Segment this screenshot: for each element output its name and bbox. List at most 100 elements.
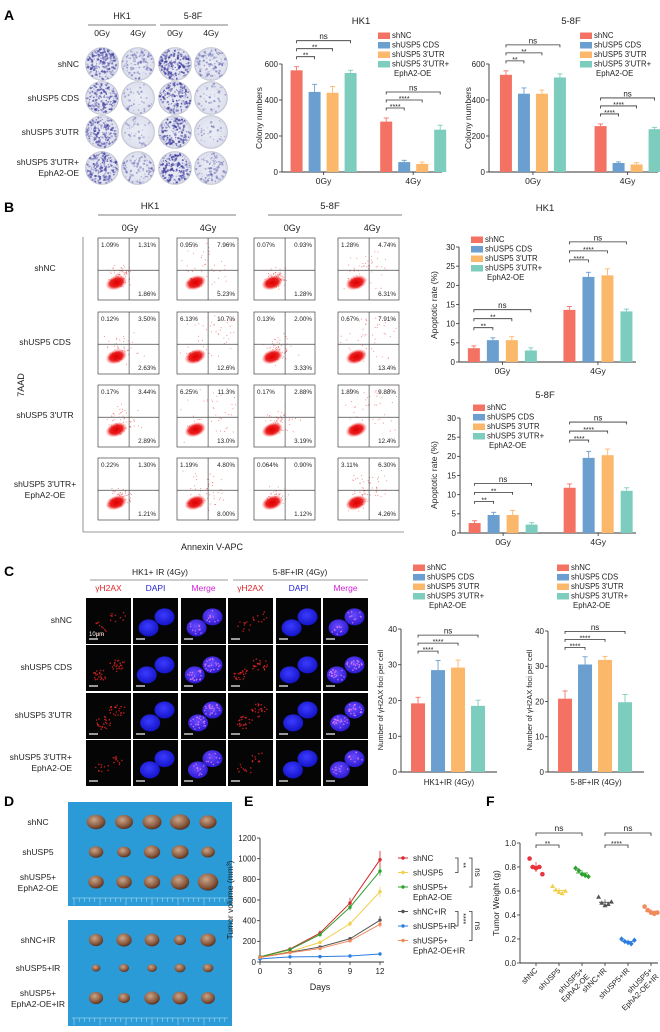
colony-dot (105, 87, 107, 89)
colony-dot (97, 140, 101, 144)
colony-dot (200, 164, 202, 167)
colony-dot (98, 71, 100, 73)
flow-event-dot (270, 268, 272, 270)
colony-dot (183, 96, 185, 98)
colony-dot (127, 99, 129, 101)
flow-event-dot (289, 418, 291, 420)
y-tick-label: 15 (446, 300, 455, 309)
colony-dot (186, 139, 188, 141)
flow-event-dot (212, 392, 214, 394)
colony-dot (179, 49, 181, 51)
colony-dot (177, 58, 179, 60)
colony-dot (94, 67, 96, 70)
colony-dot (171, 154, 173, 156)
column-label-dose: 0Gy (167, 28, 183, 38)
colony-dot (114, 64, 118, 67)
colony-dot (98, 48, 102, 51)
colony-dot (129, 173, 131, 175)
significance-label: ns (319, 32, 327, 41)
colony-dot (106, 68, 109, 70)
significance-label: ns (594, 233, 602, 242)
colony-dot (147, 55, 150, 58)
colony-dot (102, 152, 105, 155)
colony-dot (139, 52, 142, 54)
colony-dot (90, 59, 93, 61)
colony-dot (90, 71, 92, 73)
colony-dot (148, 161, 151, 164)
colony-dot (200, 134, 203, 137)
colony-dot (107, 100, 110, 103)
colony-dot (176, 117, 179, 119)
colony-dot (111, 69, 114, 72)
colony-dot (134, 77, 137, 80)
colony-dot (171, 78, 174, 81)
colony-dot (96, 105, 99, 108)
colony-dot (167, 161, 169, 163)
flow-event-dot (282, 429, 284, 431)
flow-event-dot (112, 490, 114, 492)
colony-dot (102, 88, 105, 92)
colony-dot (129, 90, 133, 94)
colony-dot (210, 94, 212, 96)
flow-event-dot (113, 419, 115, 421)
flow-event-dot (372, 334, 374, 336)
colony-dot (178, 73, 180, 76)
colony-dot (96, 58, 100, 61)
colony-dot (131, 67, 135, 70)
colony-dot (177, 175, 179, 177)
colony-dot (188, 68, 190, 70)
colony-dot (198, 72, 201, 75)
quadrant-percent-upper-right: 1.31% (138, 242, 156, 249)
colony-dot (162, 156, 165, 160)
colony-dot (133, 122, 136, 126)
colony-dot (160, 136, 162, 138)
colony-dot (87, 170, 89, 173)
flow-event-dot (130, 421, 132, 423)
colony-dot (123, 161, 125, 163)
colony-dot (88, 131, 90, 133)
colony-dot (135, 67, 137, 69)
colony-dot (98, 109, 100, 111)
colony-dot (172, 100, 175, 103)
colony-dot (105, 62, 107, 64)
colony-dot (101, 162, 103, 164)
colony-dot (113, 64, 114, 66)
colony-dot (127, 63, 129, 65)
colony-dot (103, 142, 106, 145)
legend-swatch (580, 32, 592, 39)
colony-dot (111, 126, 114, 130)
colony-dot (138, 157, 141, 160)
colony-dot (168, 84, 172, 88)
colony-dot (158, 60, 161, 63)
colony-dot (217, 105, 220, 108)
colony-dot (98, 97, 101, 100)
colony-dot (113, 100, 116, 104)
colony-dot (183, 57, 185, 59)
colony-dot (144, 157, 146, 159)
bar (582, 276, 595, 362)
colony-dot (171, 124, 174, 127)
colony-dot (93, 130, 96, 133)
colony-dot (207, 63, 210, 66)
colony-dot (102, 105, 105, 107)
colony-dot (97, 158, 100, 162)
colony-dot (174, 61, 177, 63)
colony-dot (107, 86, 110, 89)
flow-event-dot (205, 263, 207, 265)
significance-label: ns (591, 623, 599, 632)
colony-dot (162, 91, 165, 94)
colony-dot (90, 132, 92, 134)
colony-dot (88, 137, 91, 140)
colony-dot (168, 75, 171, 78)
colony-dot (164, 61, 166, 63)
flow-event-dot (123, 418, 125, 420)
colony-dot (168, 73, 170, 75)
colony-dot (101, 157, 103, 160)
flow-event-dot (374, 422, 376, 425)
colony-dot (161, 162, 163, 164)
colony-dot (165, 60, 168, 63)
colony-dot (201, 127, 202, 129)
colony-dot (175, 109, 178, 112)
flow-event-dot (299, 419, 302, 421)
